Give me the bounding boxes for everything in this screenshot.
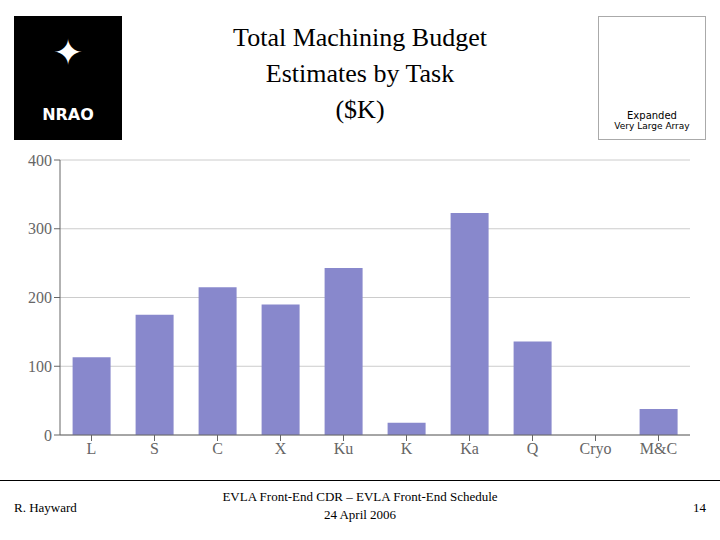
svg-text:Ku: Ku bbox=[334, 440, 354, 457]
svg-text:M&C: M&C bbox=[640, 440, 677, 457]
html-text:Expanded: Expanded bbox=[627, 110, 677, 121]
svg-text:200: 200 bbox=[28, 289, 52, 306]
html-text:EVLA Front-End CDR – EVLA Fron: EVLA Front-End CDR – EVLA Front-End Sche… bbox=[222, 489, 498, 522]
svg-text:Cryo: Cryo bbox=[580, 440, 612, 458]
svg-text:300: 300 bbox=[28, 220, 52, 237]
svg-text:Ka: Ka bbox=[460, 440, 479, 457]
html-text:R. Hayward: R. Hayward bbox=[14, 500, 77, 515]
html-text:Total Machining Budget Estimat: Total Machining Budget Estimates by Task… bbox=[233, 23, 487, 124]
svg-text:400: 400 bbox=[28, 152, 52, 169]
svg-text:X: X bbox=[275, 440, 287, 457]
svg-text:C: C bbox=[212, 440, 223, 457]
svg-text:0: 0 bbox=[44, 427, 52, 444]
html-text:14: 14 bbox=[693, 500, 706, 515]
svg-text:L: L bbox=[87, 440, 97, 457]
svg-text:100: 100 bbox=[28, 358, 52, 375]
svg-text:Q: Q bbox=[527, 440, 539, 457]
svg-text:S: S bbox=[150, 440, 159, 457]
html-text:NRAO: NRAO bbox=[42, 105, 94, 124]
html-text:Very Large Array: Very Large Array bbox=[614, 121, 690, 131]
svg-text:K: K bbox=[401, 440, 413, 457]
